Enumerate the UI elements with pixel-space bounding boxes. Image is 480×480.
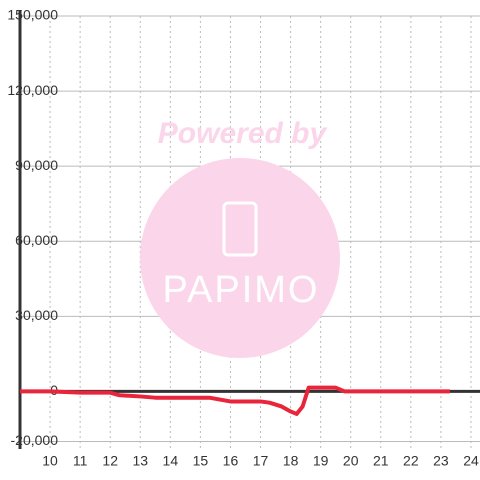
- x-tick-label: 12: [102, 453, 118, 469]
- watermark-title: Powered by: [158, 117, 328, 150]
- x-tick-label: 22: [403, 453, 419, 469]
- x-tick-label: 16: [223, 453, 239, 469]
- x-tick-label: 15: [193, 453, 209, 469]
- x-tick-label: 14: [163, 453, 179, 469]
- x-tick-label: 23: [433, 453, 449, 469]
- x-tick-label: 10: [42, 453, 58, 469]
- y-tick-label: 120,000: [7, 82, 58, 98]
- x-tick-label: 11: [73, 453, 88, 469]
- x-tick-label: 18: [283, 453, 299, 469]
- watermark-logo: PAPIMO: [163, 269, 320, 311]
- x-tick-label: 24: [463, 453, 479, 469]
- y-tick-label: 150,000: [7, 7, 58, 23]
- x-tick-label: 21: [373, 453, 389, 469]
- y-tick-label: 90,000: [15, 157, 58, 173]
- x-tick-label: 19: [313, 453, 329, 469]
- y-tick-label: 60,000: [15, 232, 58, 248]
- y-tick-label: 30,000: [15, 307, 58, 323]
- watermark-circle: [140, 158, 340, 358]
- x-tick-label: 20: [343, 453, 359, 469]
- y-tick-label: -20,000: [11, 432, 59, 448]
- x-tick-label: 13: [132, 453, 148, 469]
- x-tick-label: 17: [253, 453, 269, 469]
- data-line: [20, 385, 450, 416]
- watermark-phone: [222, 201, 258, 257]
